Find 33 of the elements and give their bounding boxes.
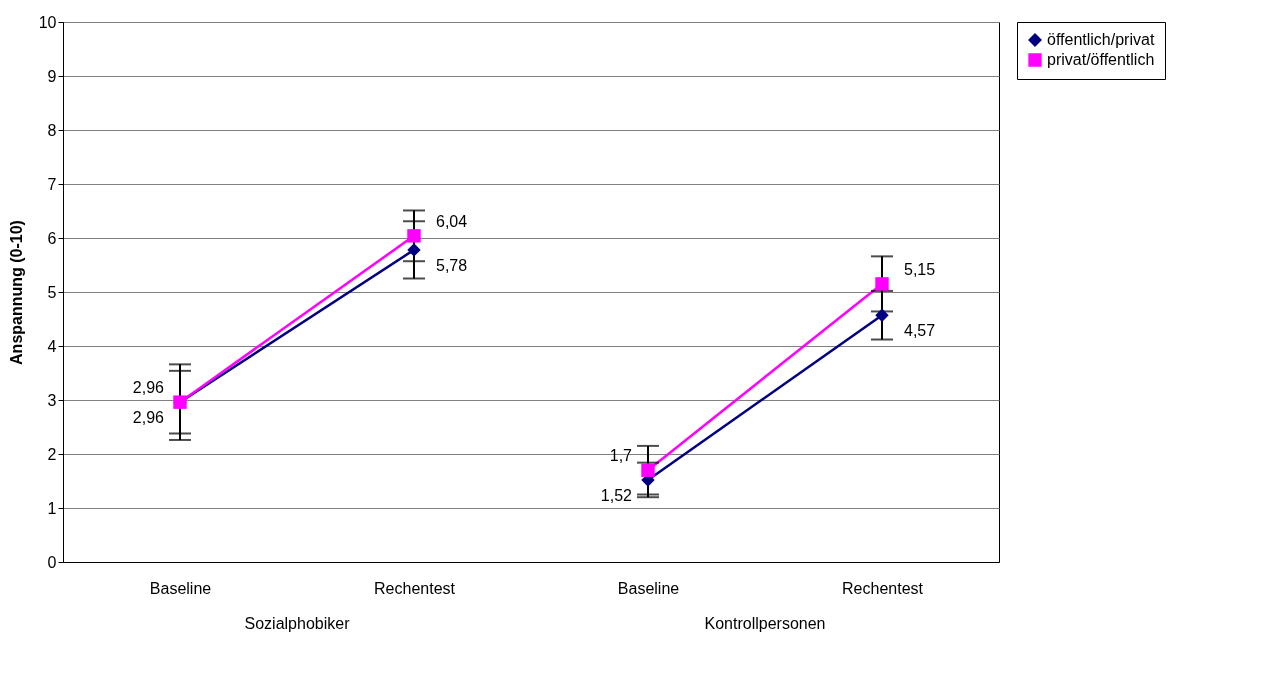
y-tick-label: 2	[47, 445, 57, 463]
point	[875, 277, 889, 291]
y-tick-label: 4	[47, 337, 57, 355]
y-tick-label: 6	[47, 229, 57, 247]
y-tick-label: 10	[38, 13, 57, 31]
legend-label: privat/öffentlich	[1047, 51, 1155, 68]
x-tick-label: Rechentest	[842, 579, 924, 597]
y-axis-title: Anspannung (0-10)	[7, 220, 25, 365]
y-tick-label: 1	[47, 499, 57, 517]
legend-label: öffentlich/privat	[1047, 31, 1155, 48]
x-tick-label: Baseline	[149, 579, 212, 597]
data-label: 6,04	[436, 212, 468, 230]
data-label: 5,15	[904, 260, 936, 278]
point	[407, 229, 421, 243]
data-label: 2,96	[132, 409, 165, 427]
point	[407, 243, 421, 257]
x-tick-label: Baseline	[617, 579, 680, 597]
y-tick-label: 5	[47, 283, 57, 301]
y-tick-label: 0	[47, 553, 57, 571]
y-tick-label: 9	[47, 67, 57, 85]
data-label: 1,52	[600, 486, 633, 504]
point	[875, 308, 889, 322]
y-tick-label: 3	[47, 391, 57, 409]
point	[641, 463, 655, 477]
text: Sozialphobiker	[244, 615, 351, 632]
data-label: 5,78	[436, 256, 468, 274]
y-tick-label: 7	[47, 175, 57, 193]
text: Kontrollpersonen	[704, 615, 826, 632]
y-tick-label: 8	[47, 121, 57, 139]
data-label: 4,57	[904, 322, 936, 340]
data-label: 1,7	[609, 447, 633, 465]
data-label: 2,96	[132, 379, 165, 397]
x-tick-label: Rechentest	[374, 579, 456, 597]
